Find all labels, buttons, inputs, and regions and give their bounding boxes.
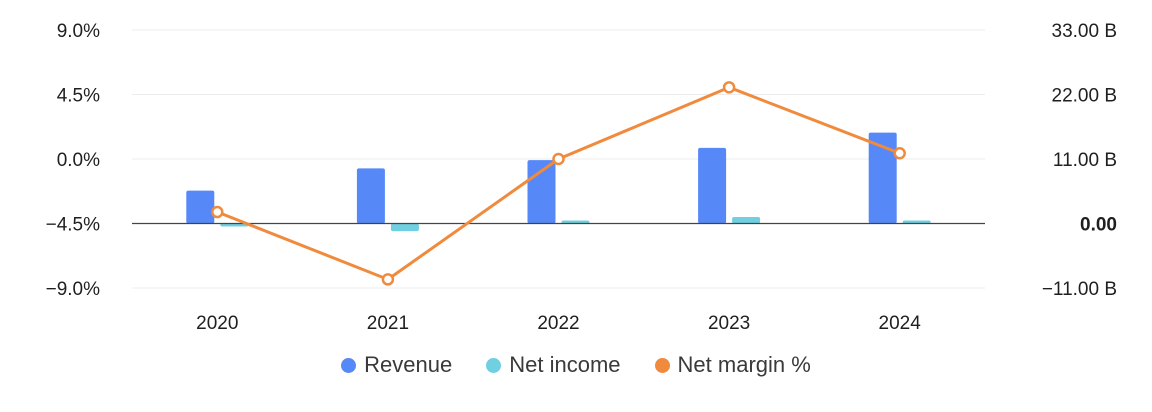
net-margin-point [722,81,736,94]
legend-label-net-margin: Net margin % [677,352,811,377]
legend-swatch-net-margin [654,357,670,373]
net-margin-line [216,85,901,281]
legend-swatch-net-income [486,357,502,373]
revenue-bar [356,168,385,224]
y-left-tick-label: −4.5% [46,215,101,236]
y-right-tick-label: 11.00 B [1053,150,1117,171]
revenue-bar [186,190,215,224]
x-tick-label: 2021 [367,313,409,334]
revenue-bar [868,132,897,224]
y-left-tick-label: 9.0% [57,21,100,42]
y-right-tick-label: −11.00 B [1042,279,1117,300]
combo-chart: 9.0% 4.5% 0.0% −4.5% −9.0% 33.00 B 22.00 B 11.0… [46,21,1118,334]
x-tick-label: 2022 [537,313,579,334]
y-right-tick-label: 22.00 B [1052,86,1118,107]
y-left-tick-label: 0.0% [57,150,100,171]
net-income-bar [390,223,419,232]
x-tick-label: 2024 [879,313,922,334]
y-left-tick-label: 4.5% [57,86,100,107]
y-right-tick-label: 33.00 B [1052,21,1118,42]
net-margin-point [893,147,906,160]
net-margin-point [552,152,565,166]
net-margin-point [211,205,224,219]
legend-label-net-income: Net income [509,352,621,377]
legend-item-revenue[interactable]: Revenue [341,352,452,378]
legend-item-net-margin[interactable]: Net margin % [654,352,811,378]
net-income-bar [732,217,761,224]
net-income-bar [561,220,590,224]
y-right-tick-label: 0.00 [1080,215,1117,236]
net-margin-point [381,273,395,286]
legend-item-net-income[interactable]: Net income [486,352,621,378]
y-left-tick-label: −9.0% [46,279,101,300]
x-tick-label: 2023 [708,313,750,334]
legend-swatch-revenue [341,357,357,373]
revenue-bar [698,147,727,224]
net-income-bar [220,223,249,227]
x-tick-label: 2020 [196,313,238,334]
legend: Revenue Net income Net margin % [0,352,1152,378]
legend-label-revenue: Revenue [364,352,453,377]
net-income-bar [902,220,931,224]
